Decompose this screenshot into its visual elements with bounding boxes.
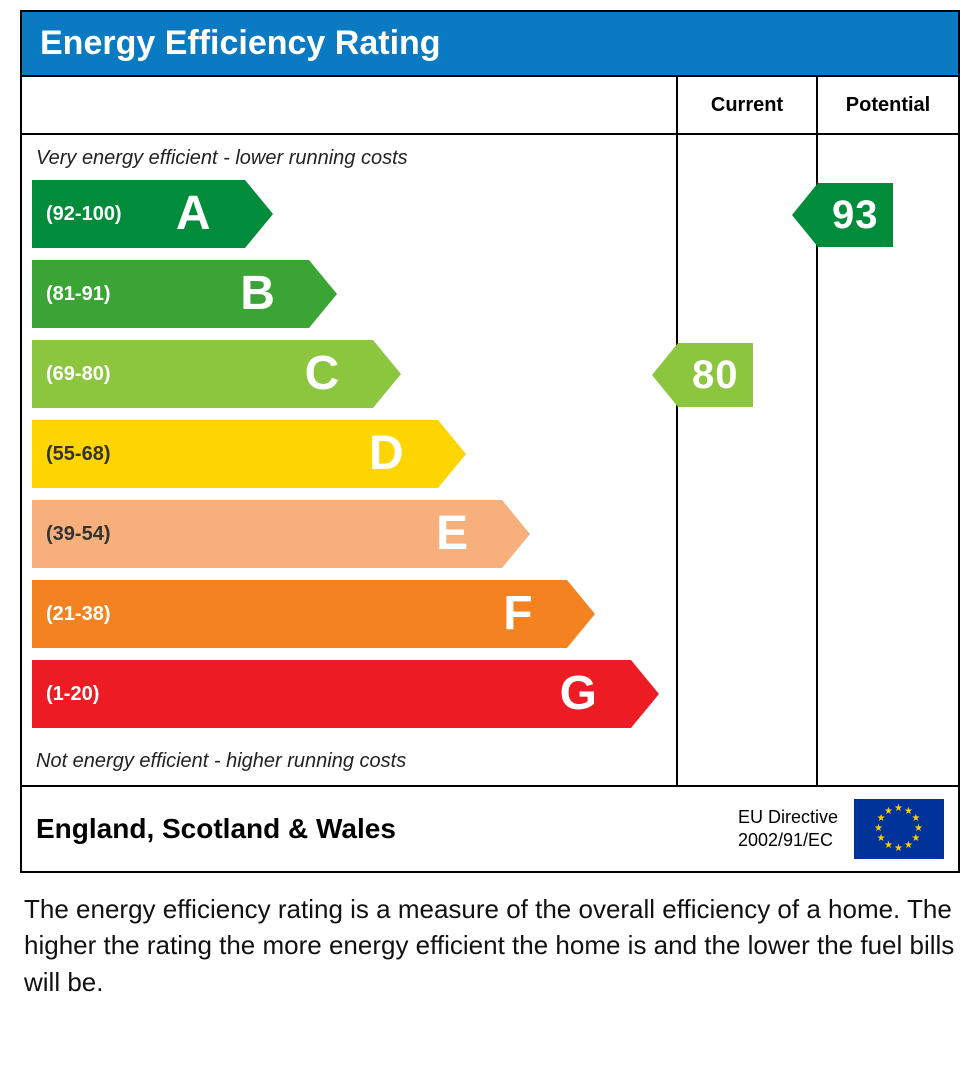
band-range: (81-91)	[32, 283, 110, 306]
band-E: (39-54) E	[32, 500, 676, 568]
eu-star-icon: ★	[874, 823, 883, 834]
directive-line2: 2002/91/EC	[738, 829, 838, 852]
potential-pointer-value: 93	[818, 183, 893, 247]
eu-star-icon: ★	[877, 833, 886, 844]
band-D: (55-68) D	[32, 420, 676, 488]
band-range: (55-68)	[32, 443, 110, 466]
eu-flag-icon: ★★★★★★★★★★★★	[854, 799, 944, 859]
band-A: (92-100) A	[32, 180, 676, 248]
current-pointer-value: 80	[678, 343, 753, 407]
footer-directive: EU Directive 2002/91/EC	[738, 806, 838, 853]
body-row: Very energy efficient - lower running co…	[22, 135, 958, 785]
band-range: (69-80)	[32, 363, 110, 386]
potential-pointer: 93	[792, 183, 893, 247]
band-range: (92-100)	[32, 203, 122, 226]
bars-area: Very energy efficient - lower running co…	[22, 135, 678, 785]
caption-bottom: Not energy efficient - higher running co…	[32, 740, 676, 777]
potential-column: 93	[818, 135, 958, 785]
band-B: (81-91) B	[32, 260, 676, 328]
eu-star-icon: ★	[904, 840, 913, 851]
band-range: (21-38)	[32, 603, 110, 626]
header-row: Current Potential	[22, 77, 958, 135]
footer-region: England, Scotland & Wales	[36, 813, 722, 845]
band-letter: A	[176, 190, 211, 238]
directive-line1: EU Directive	[738, 806, 838, 829]
band-G: (1-20) G	[32, 660, 676, 728]
band-F: (21-38) F	[32, 580, 676, 648]
title-bar: Energy Efficiency Rating	[20, 10, 960, 75]
footer-row: England, Scotland & Wales EU Directive 2…	[22, 785, 958, 871]
band-letter: B	[240, 270, 275, 318]
caption-top: Very energy efficient - lower running co…	[32, 143, 676, 180]
band-letter: G	[560, 670, 597, 718]
eu-star-icon: ★	[894, 843, 903, 854]
band-C: (69-80) C	[32, 340, 676, 408]
chart-frame: Current Potential Very energy efficient …	[20, 75, 960, 873]
description-text: The energy efficiency rating is a measur…	[20, 873, 960, 1000]
header-potential: Potential	[818, 77, 958, 133]
band-letter: C	[305, 350, 340, 398]
current-pointer: 80	[652, 343, 753, 407]
band-letter: D	[369, 430, 404, 478]
header-spacer	[22, 77, 678, 133]
band-letter: F	[503, 590, 532, 638]
band-range: (1-20)	[32, 683, 99, 706]
eu-star-icon: ★	[884, 806, 893, 817]
band-range: (39-54)	[32, 523, 110, 546]
eu-star-icon: ★	[894, 803, 903, 814]
band-letter: E	[436, 510, 468, 558]
header-current: Current	[678, 77, 818, 133]
